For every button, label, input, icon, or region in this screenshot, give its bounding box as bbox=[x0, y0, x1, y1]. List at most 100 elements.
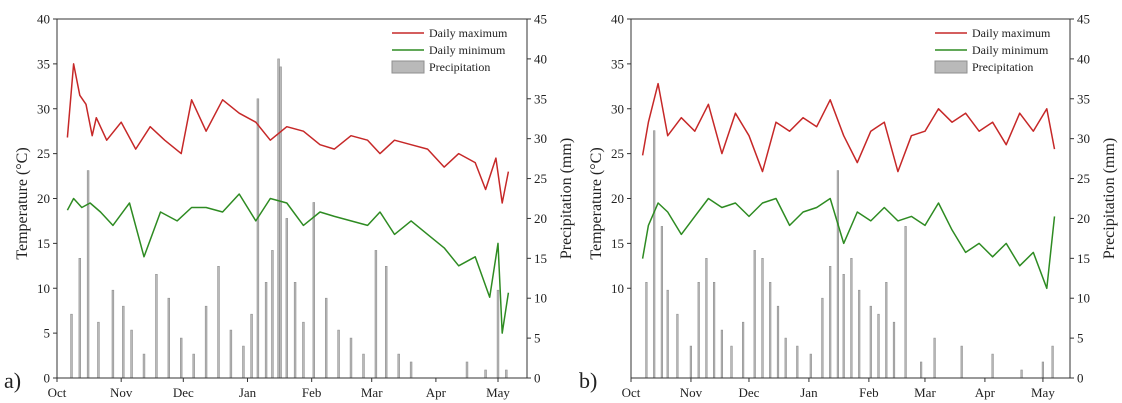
precipitation-bar bbox=[256, 98, 260, 379]
y-right-axis-title: Precipitation (mm) bbox=[1101, 138, 1118, 259]
chart-panel-b: 10 15 20 25 30 35 40 0 5 10 15 20 25 30 35 40 45 Oct Nov De… bbox=[588, 12, 1118, 401]
y-right-tick-label: 30 bbox=[534, 131, 547, 146]
y-tick-label: 15 bbox=[611, 236, 624, 251]
precipitation-bar bbox=[730, 345, 733, 379]
x-tick-label: Nov bbox=[110, 385, 133, 400]
precipitation-bar bbox=[312, 202, 315, 379]
precipitation-bar bbox=[697, 281, 700, 379]
x-tick-label: Jan bbox=[800, 385, 818, 400]
precipitation-bar bbox=[720, 329, 723, 379]
precipitation-bar bbox=[496, 289, 500, 379]
y-right-tick-label: 10 bbox=[534, 291, 547, 306]
precipitation-bar bbox=[666, 289, 669, 379]
precipitation-bar bbox=[769, 281, 772, 379]
x-tick-label: Nov bbox=[680, 385, 703, 400]
precipitation-bar bbox=[180, 337, 183, 379]
x-tick-label: Oct bbox=[48, 385, 67, 400]
x-tick-label: Feb bbox=[302, 385, 322, 400]
panel-label-a: a) bbox=[4, 368, 21, 393]
y-right-tick-label: 35 bbox=[534, 91, 547, 106]
precipitation-bar bbox=[741, 321, 745, 379]
y-right-tick-label: 45 bbox=[1077, 12, 1090, 27]
y-right-tick-label: 35 bbox=[1077, 91, 1090, 106]
y-right-tick-label: 25 bbox=[1077, 171, 1090, 186]
precipitation-bar bbox=[1051, 345, 1054, 379]
precipitation-bar bbox=[130, 329, 133, 379]
precipitation-bar bbox=[122, 305, 125, 379]
precipitation-bar bbox=[836, 170, 839, 379]
y-tick-label: 15 bbox=[37, 236, 50, 251]
y-tick-label: 20 bbox=[611, 191, 624, 206]
x-tick-label: Feb bbox=[859, 385, 879, 400]
precipitation-bar bbox=[796, 345, 799, 379]
precipitation-bar bbox=[653, 130, 656, 379]
precipitation-bar bbox=[349, 337, 353, 379]
precipitation-bar bbox=[302, 321, 305, 379]
precipitation-bar bbox=[761, 257, 764, 379]
y-tick-label: 5 bbox=[44, 326, 51, 341]
y-right-tick-label: 30 bbox=[1077, 131, 1090, 146]
precipitation-bar bbox=[877, 313, 880, 379]
precipitation-bar bbox=[712, 281, 716, 379]
y-right-tick-label: 40 bbox=[1077, 51, 1090, 66]
precipitation-bar bbox=[142, 353, 146, 379]
precipitation-bar bbox=[850, 257, 853, 379]
precipitation-bars bbox=[645, 130, 1054, 379]
precipitation-bar bbox=[858, 289, 861, 379]
y-right-axis-title: Precipitation (mm) bbox=[558, 138, 575, 259]
precipitation-bar bbox=[784, 337, 787, 379]
precipitation-bar bbox=[97, 321, 100, 379]
precipitation-bar bbox=[271, 250, 274, 379]
legend-daily-minimum-label: Daily minimum bbox=[429, 43, 506, 57]
precipitation-bar bbox=[960, 345, 963, 379]
precipitation-bar bbox=[776, 305, 780, 379]
precipitation-bar bbox=[250, 313, 253, 379]
precipitation-bar bbox=[505, 369, 508, 379]
x-tick-label: Dec bbox=[739, 385, 760, 400]
legend-precipitation-label: Precipitation bbox=[429, 60, 490, 74]
precipitation-bar bbox=[465, 361, 469, 379]
x-tick-label: Apr bbox=[426, 385, 447, 400]
precipitation-bar bbox=[285, 218, 288, 379]
y-right-tick-label: 45 bbox=[534, 12, 547, 27]
precipitation-bar bbox=[155, 273, 158, 379]
y-axis-title: Temperature (°C) bbox=[14, 147, 31, 259]
precipitation-bar bbox=[409, 361, 413, 379]
precipitation-bar bbox=[869, 305, 872, 379]
y-right-tick-label: 20 bbox=[534, 211, 547, 226]
precipitation-bar bbox=[362, 353, 365, 379]
x-tick-label: Oct bbox=[622, 385, 641, 400]
precipitation-bar bbox=[676, 313, 679, 379]
y-right-tick-label: 0 bbox=[534, 371, 541, 386]
precipitation-bar bbox=[397, 353, 400, 379]
y-right-tick-label: 5 bbox=[534, 331, 541, 346]
y-right-tick-label: 10 bbox=[1077, 291, 1090, 306]
precipitation-bar bbox=[1041, 361, 1044, 379]
legend: Daily maximum Daily minimum Precipitation bbox=[934, 26, 1051, 74]
x-tick-label: May bbox=[1031, 385, 1055, 400]
y-tick-label: 25 bbox=[37, 146, 50, 161]
precipitation-bar bbox=[86, 170, 90, 379]
precipitation-bar bbox=[991, 353, 994, 379]
precipitation-bar bbox=[904, 226, 907, 379]
precipitation-bar bbox=[809, 353, 812, 379]
y-tick-label: 30 bbox=[611, 101, 624, 116]
precipitation-bar bbox=[293, 281, 297, 379]
x-tick-label: Mar bbox=[914, 385, 936, 400]
y-tick-label: 35 bbox=[611, 56, 624, 71]
x-tick-label: Mar bbox=[361, 385, 383, 400]
x-tick-label: Jan bbox=[239, 385, 257, 400]
precipitation-bar bbox=[264, 281, 268, 379]
daily-minimum-line bbox=[66, 193, 510, 334]
precipitation-bar bbox=[277, 58, 280, 379]
legend-daily-maximum-label: Daily maximum bbox=[429, 26, 508, 40]
precipitation-bar bbox=[167, 297, 170, 379]
precipitation-bar bbox=[919, 361, 923, 379]
y-tick-label: 10 bbox=[37, 281, 50, 296]
precipitation-bar bbox=[660, 226, 663, 379]
y-right-tick-label: 15 bbox=[1077, 251, 1090, 266]
precipitation-bar bbox=[933, 337, 936, 379]
precipitation-bar bbox=[204, 305, 208, 379]
precipitation-bar bbox=[753, 250, 756, 379]
